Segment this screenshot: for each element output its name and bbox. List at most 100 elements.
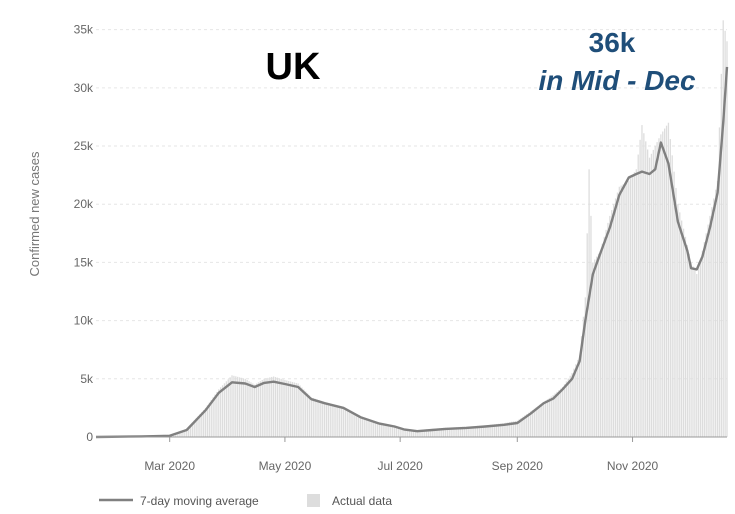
data-bar bbox=[616, 192, 619, 437]
data-bar bbox=[694, 270, 696, 437]
data-bar bbox=[681, 220, 683, 437]
data-bar bbox=[522, 416, 524, 437]
data-bar bbox=[441, 428, 443, 437]
data-bar bbox=[407, 429, 409, 437]
data-bar bbox=[467, 426, 469, 437]
legend-bar-swatch bbox=[307, 494, 320, 507]
data-bar bbox=[289, 381, 292, 437]
data-bar bbox=[233, 375, 235, 437]
data-bar bbox=[223, 383, 226, 437]
data-bar bbox=[235, 376, 237, 437]
data-bar bbox=[637, 154, 639, 437]
data-bar bbox=[677, 204, 679, 437]
data-bar bbox=[667, 122, 670, 437]
data-bar bbox=[254, 384, 256, 437]
data-bar bbox=[393, 425, 396, 437]
data-bar bbox=[288, 380, 290, 437]
data-bar bbox=[284, 379, 286, 437]
data-bar bbox=[316, 399, 318, 437]
data-bar bbox=[388, 424, 390, 437]
data-bar bbox=[577, 359, 579, 437]
data-bar bbox=[594, 259, 596, 437]
data-bar bbox=[595, 256, 598, 437]
data-bar bbox=[609, 215, 611, 437]
data-bar bbox=[701, 250, 704, 437]
data-bar bbox=[686, 244, 688, 437]
moving-average-line bbox=[95, 66, 729, 439]
data-bar bbox=[709, 215, 711, 437]
data-bar bbox=[352, 411, 354, 437]
data-bar bbox=[403, 428, 405, 437]
data-bar bbox=[186, 428, 188, 437]
data-bar bbox=[359, 416, 362, 437]
data-bar bbox=[246, 379, 248, 437]
data-bar bbox=[412, 429, 415, 437]
data-bar bbox=[603, 236, 605, 437]
data-bar bbox=[592, 262, 594, 437]
data-bar bbox=[541, 403, 543, 437]
data-bar bbox=[297, 383, 299, 437]
data-bar bbox=[329, 403, 331, 437]
data-bar bbox=[561, 386, 564, 437]
data-bar bbox=[539, 404, 541, 437]
data-bar bbox=[529, 411, 532, 437]
data-bar bbox=[278, 378, 280, 437]
data-bar bbox=[565, 381, 568, 437]
data-bar bbox=[476, 425, 479, 437]
data-bar bbox=[323, 402, 326, 437]
data-bar bbox=[261, 379, 263, 437]
data-bar bbox=[295, 382, 297, 437]
data-bar bbox=[484, 425, 486, 437]
data-bar bbox=[546, 399, 549, 437]
data-bar bbox=[384, 423, 386, 437]
data-bar bbox=[614, 198, 617, 437]
data-bar bbox=[282, 379, 284, 437]
data-bar bbox=[344, 407, 347, 437]
data-bar bbox=[675, 187, 677, 437]
data-bar bbox=[206, 405, 209, 437]
data-bar bbox=[431, 428, 433, 437]
data-bar bbox=[503, 423, 505, 437]
data-bar bbox=[707, 224, 709, 437]
data-bar bbox=[322, 401, 324, 437]
data-bar bbox=[267, 377, 269, 437]
data-bar bbox=[718, 127, 721, 438]
data-bar bbox=[613, 204, 615, 437]
data-bar bbox=[339, 405, 341, 437]
data-bar bbox=[405, 429, 407, 437]
data-bar bbox=[682, 228, 685, 437]
data-bar bbox=[265, 378, 267, 437]
data-bar bbox=[716, 180, 719, 437]
data-bar bbox=[605, 229, 607, 437]
y-axis: 0 5k 10k 15k 20k 25k 30k 35k bbox=[74, 23, 94, 444]
data-bar bbox=[524, 415, 526, 437]
data-bar bbox=[505, 422, 507, 437]
data-bar bbox=[356, 413, 358, 437]
data-bar bbox=[191, 422, 193, 437]
data-bar bbox=[486, 425, 488, 437]
data-bar bbox=[189, 424, 192, 437]
data-bar bbox=[635, 169, 637, 438]
data-bar bbox=[452, 427, 454, 437]
data-bar bbox=[286, 380, 288, 437]
data-bar bbox=[269, 377, 271, 437]
data-bar bbox=[374, 421, 377, 437]
data-bar bbox=[184, 429, 186, 437]
data-bar bbox=[397, 426, 399, 437]
data-bar bbox=[350, 410, 352, 437]
data-bar bbox=[425, 429, 428, 437]
data-bar bbox=[238, 377, 241, 437]
data-bar bbox=[229, 377, 231, 437]
data-bar bbox=[720, 73, 722, 437]
data-bar bbox=[208, 402, 210, 437]
data-bar bbox=[199, 414, 201, 437]
data-bar bbox=[501, 423, 503, 437]
data-bar bbox=[367, 418, 369, 437]
data-bar bbox=[333, 404, 335, 437]
data-bar bbox=[569, 375, 571, 437]
data-bar bbox=[399, 427, 401, 437]
y-tick-label: 15k bbox=[74, 255, 94, 269]
data-bar bbox=[439, 428, 441, 437]
x-tick-label: Nov 2020 bbox=[607, 459, 659, 473]
